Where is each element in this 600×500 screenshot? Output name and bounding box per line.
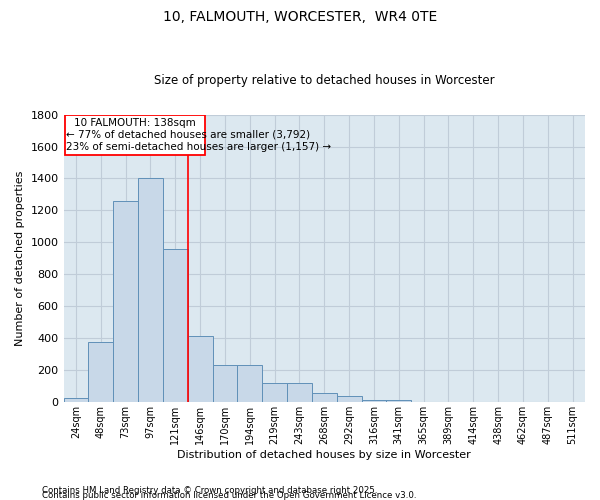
- Bar: [362, 400, 386, 402]
- Bar: [64, 398, 88, 402]
- Bar: [337, 396, 362, 402]
- Text: ← 77% of detached houses are smaller (3,792): ← 77% of detached houses are smaller (3,…: [66, 130, 310, 140]
- Title: Size of property relative to detached houses in Worcester: Size of property relative to detached ho…: [154, 74, 494, 87]
- Text: Contains public sector information licensed under the Open Government Licence v3: Contains public sector information licen…: [42, 491, 416, 500]
- Bar: [386, 400, 411, 402]
- X-axis label: Distribution of detached houses by size in Worcester: Distribution of detached houses by size …: [178, 450, 471, 460]
- Bar: [212, 364, 238, 403]
- Bar: [113, 201, 138, 402]
- Bar: [188, 336, 212, 402]
- Bar: [262, 383, 287, 402]
- Text: Contains HM Land Registry data © Crown copyright and database right 2025.: Contains HM Land Registry data © Crown c…: [42, 486, 377, 495]
- Bar: [287, 383, 312, 402]
- Text: 23% of semi-detached houses are larger (1,157) →: 23% of semi-detached houses are larger (…: [66, 142, 331, 152]
- Y-axis label: Number of detached properties: Number of detached properties: [15, 170, 25, 346]
- Text: 10 FALMOUTH: 138sqm: 10 FALMOUTH: 138sqm: [74, 118, 196, 128]
- Bar: [88, 342, 113, 402]
- FancyBboxPatch shape: [65, 114, 205, 154]
- Bar: [312, 392, 337, 402]
- Bar: [138, 178, 163, 402]
- Bar: [238, 364, 262, 403]
- Text: 10, FALMOUTH, WORCESTER,  WR4 0TE: 10, FALMOUTH, WORCESTER, WR4 0TE: [163, 10, 437, 24]
- Bar: [163, 249, 188, 402]
